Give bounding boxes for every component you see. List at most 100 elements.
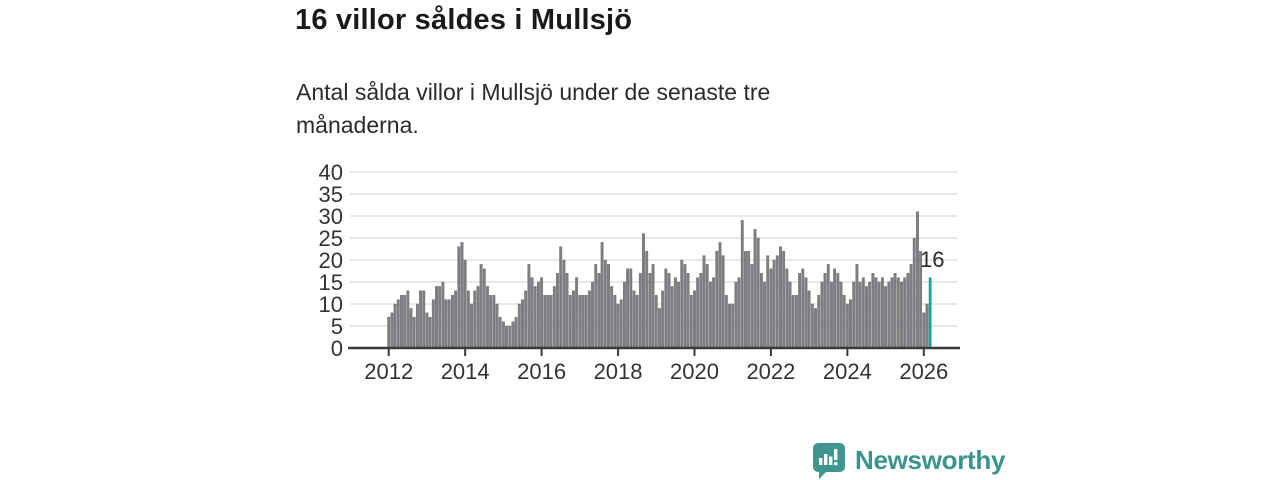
bar	[785, 268, 789, 349]
bar	[524, 290, 528, 349]
x-tick-label: 2020	[670, 359, 719, 384]
bar	[830, 281, 833, 349]
bar	[826, 264, 830, 349]
bar	[390, 312, 394, 349]
bar	[903, 277, 907, 349]
x-axis-ticks: 2012 2014 2016 2018 2020 2022 2024 2026	[364, 348, 948, 384]
bar	[658, 308, 661, 349]
bar	[444, 299, 448, 349]
bar	[393, 303, 397, 349]
bar	[428, 316, 432, 349]
bar	[517, 303, 521, 349]
bar	[702, 255, 706, 349]
bar	[670, 286, 674, 349]
bar	[556, 272, 559, 349]
bar	[498, 316, 502, 349]
bar	[673, 277, 677, 349]
bar	[845, 303, 849, 349]
bar	[744, 250, 747, 349]
bar	[909, 264, 913, 349]
chart-subtitle: Antal sålda villor i Mullsjö under de se…	[296, 79, 771, 138]
newsworthy-logo[interactable]: Newsworthy	[812, 442, 1005, 479]
bar	[470, 303, 473, 349]
x-tick-label: 2024	[823, 359, 872, 384]
x-tick-label: 2022	[746, 359, 795, 384]
bar	[667, 272, 671, 349]
bar	[431, 299, 435, 349]
bar	[912, 237, 916, 349]
bar	[387, 316, 391, 349]
bar	[450, 294, 454, 349]
bar	[801, 268, 805, 349]
bar	[753, 228, 757, 349]
bar	[479, 264, 483, 349]
bar	[731, 303, 735, 349]
bar	[648, 272, 652, 349]
bar	[855, 264, 859, 349]
bar	[629, 268, 633, 349]
bar	[540, 277, 544, 349]
bar	[861, 277, 865, 349]
bar	[495, 303, 499, 349]
plot-area: 40 35 30 25 20 15 10 5 0 2012 2014 2016 2018 2020 2022…	[300, 160, 980, 395]
bar	[852, 281, 856, 349]
bar	[584, 294, 588, 349]
bar	[893, 272, 897, 349]
bar	[562, 259, 566, 349]
bar	[788, 281, 792, 349]
bar	[763, 281, 766, 349]
bar	[425, 312, 429, 349]
bar	[836, 272, 840, 349]
bar	[769, 268, 773, 349]
y-tick-label: 20	[319, 248, 343, 273]
newsworthy-logo-text: Newsworthy	[855, 445, 1006, 475]
bar	[664, 268, 668, 349]
bar	[422, 290, 426, 349]
bar	[533, 286, 537, 349]
y-tick-label: 5	[331, 314, 343, 339]
bar	[814, 308, 817, 349]
bar	[794, 294, 798, 349]
bar	[693, 290, 696, 349]
bar	[724, 294, 728, 349]
y-tick-label: 15	[319, 270, 343, 295]
bar	[747, 250, 751, 349]
y-tick-label: 10	[319, 292, 343, 317]
y-tick-label: 0	[331, 336, 343, 361]
bar	[842, 294, 846, 349]
bar	[610, 286, 614, 349]
bar	[896, 277, 900, 349]
bar	[680, 259, 684, 349]
bar	[638, 272, 642, 349]
bar	[884, 286, 888, 349]
bar	[505, 325, 508, 349]
highlight-bar	[928, 277, 932, 349]
bar	[871, 272, 875, 349]
bar	[565, 272, 569, 349]
bar	[549, 294, 553, 349]
bar	[412, 316, 416, 349]
bar	[632, 290, 636, 349]
bar	[661, 290, 665, 349]
bar	[737, 277, 741, 349]
bar	[616, 303, 620, 349]
bar	[486, 286, 489, 349]
bar	[791, 294, 795, 349]
bar	[708, 281, 712, 349]
bar	[619, 299, 623, 349]
x-tick-label: 2012	[364, 359, 413, 384]
bar	[734, 281, 738, 349]
bar	[807, 290, 811, 349]
bar	[740, 220, 744, 349]
bar	[587, 290, 591, 349]
bar	[686, 272, 690, 349]
bar	[396, 299, 400, 349]
bar	[441, 281, 445, 349]
bar	[689, 294, 693, 349]
bar	[581, 294, 585, 349]
bar	[925, 303, 929, 349]
bar	[600, 242, 604, 349]
bar	[839, 281, 843, 349]
bar	[457, 246, 461, 349]
bar	[546, 294, 550, 349]
